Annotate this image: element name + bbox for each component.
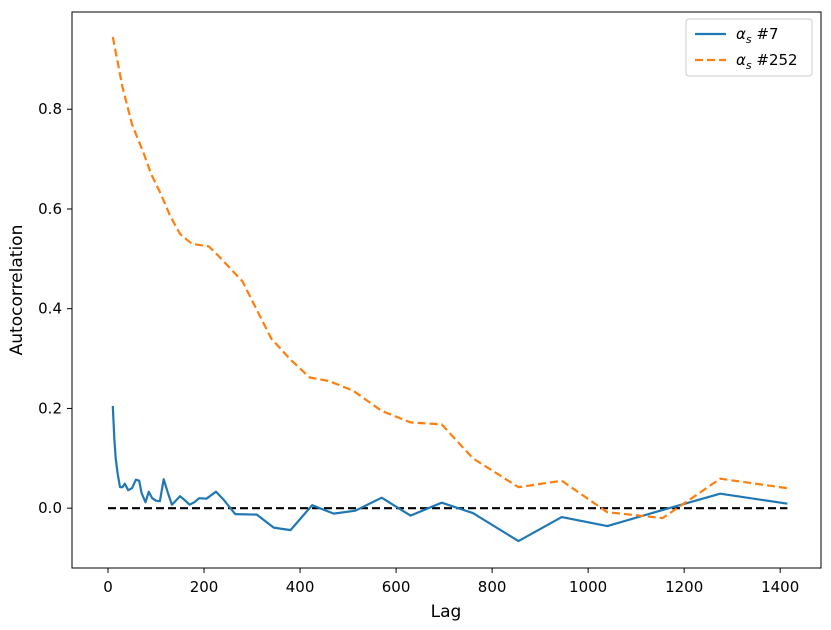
x-axis-label: Lag <box>431 602 462 622</box>
y-tick-label: 0.4 <box>38 300 62 318</box>
series-line-7 <box>111 405 788 543</box>
y-axis-label: Autocorrelation <box>7 225 27 356</box>
x-tick-label: 1000 <box>569 578 607 596</box>
legend: αs #7 αs #252 <box>685 18 813 77</box>
y-tick-label: 0.2 <box>38 399 62 417</box>
legend-label-7: αs #7 <box>736 25 779 46</box>
y-axis-ticks: 0.0 0.2 0.4 0.6 0.8 <box>38 100 72 517</box>
axes-frame <box>71 11 822 569</box>
axes-border <box>71 11 822 569</box>
x-tick-label: 600 <box>382 578 411 596</box>
y-tick-label: 0.6 <box>38 200 62 218</box>
x-tick-label: 1400 <box>761 578 799 596</box>
legend-label-252: αs #252 <box>736 51 798 72</box>
y-tick-label: 0.0 <box>38 499 62 517</box>
x-tick-label: 200 <box>190 578 219 596</box>
y-tick-label: 0.8 <box>38 100 62 118</box>
x-tick-label: 400 <box>286 578 315 596</box>
x-tick-label: 800 <box>478 578 507 596</box>
series-line-252 <box>111 36 788 520</box>
x-tick-label: 1200 <box>665 578 703 596</box>
series-layer <box>108 36 788 543</box>
plot-area <box>72 12 821 568</box>
x-axis-ticks: 0 200 400 600 800 1000 1200 1400 <box>103 568 799 596</box>
x-tick-label: 0 <box>103 578 113 596</box>
